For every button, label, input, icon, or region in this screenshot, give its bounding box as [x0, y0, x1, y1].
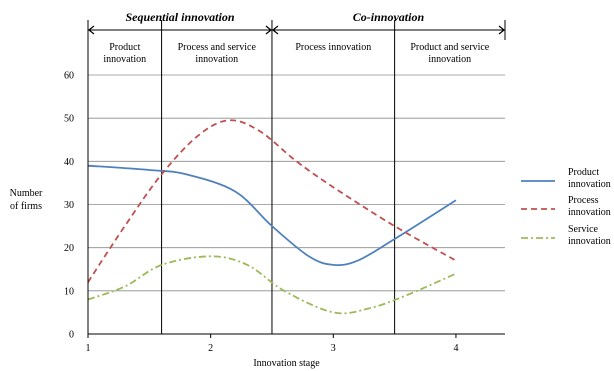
y-axis-title: Number of firms	[10, 188, 43, 212]
x-tick-label: 4	[453, 343, 458, 354]
legend-label-1: Process innovation	[568, 195, 611, 218]
arrowhead	[88, 25, 95, 35]
legend-label-line: Product	[568, 167, 599, 178]
series-line-1	[87, 119, 457, 283]
zone-label-line: Process and service	[178, 42, 257, 53]
zone-label: Process and service innovation	[178, 42, 257, 65]
zone-label-line: Product	[109, 42, 140, 53]
legend-label-line: Service	[568, 224, 599, 235]
series-line-2	[87, 255, 457, 315]
arrowhead	[498, 25, 505, 35]
axes: 0 10 20 30 40 50 60 1 2 3 4 Innovation stage Number o…	[10, 20, 505, 369]
series-line-0	[87, 164, 457, 267]
phase-header: Sequential innovation Co-innovation	[87, 10, 506, 40]
y-tick-label: 30	[64, 200, 74, 211]
phase-label: Co-innovation	[353, 10, 425, 24]
y-axis-title-line: of firms	[10, 201, 42, 212]
zone-dividers	[88, 20, 505, 334]
zone-label-line: innovation	[428, 54, 471, 65]
y-axis-title-line: Number	[10, 188, 43, 199]
y-tick-label: 10	[64, 286, 74, 297]
legend-label-line: innovation	[568, 207, 611, 218]
y-tick-label: 40	[64, 157, 74, 168]
y-tick-label: 0	[69, 330, 74, 341]
zone-label-line: Product and service	[410, 42, 489, 53]
zone-label-line: Process innovation	[295, 42, 371, 53]
grid	[88, 74, 505, 292]
legend-label-line: Process	[568, 195, 599, 206]
x-axis-title: Innovation stage	[253, 358, 320, 369]
arrowhead	[265, 25, 272, 35]
x-tick-label: 1	[86, 343, 91, 354]
y-tick-label: 50	[64, 114, 74, 125]
legend-label-2: Service innovation	[568, 224, 611, 247]
x-tick-label: 2	[208, 343, 213, 354]
arrowhead	[272, 25, 279, 35]
zone-label-line: innovation	[103, 54, 146, 65]
y-tick-label: 60	[64, 71, 74, 82]
phase-label: Sequential innovation	[125, 10, 234, 24]
zone-label: Product and service innovation	[410, 42, 489, 65]
x-tick-label: 3	[331, 343, 336, 354]
zone-label-line: innovation	[195, 54, 238, 65]
zone-label: Product innovation	[103, 42, 146, 65]
series-lines	[87, 119, 457, 315]
y-tick-label: 20	[64, 243, 74, 254]
legend-label-line: innovation	[568, 236, 611, 247]
legend-label-0: Product innovation	[568, 167, 611, 190]
zone-label: Process innovation	[295, 42, 371, 53]
legend-label-line: innovation	[568, 179, 611, 190]
